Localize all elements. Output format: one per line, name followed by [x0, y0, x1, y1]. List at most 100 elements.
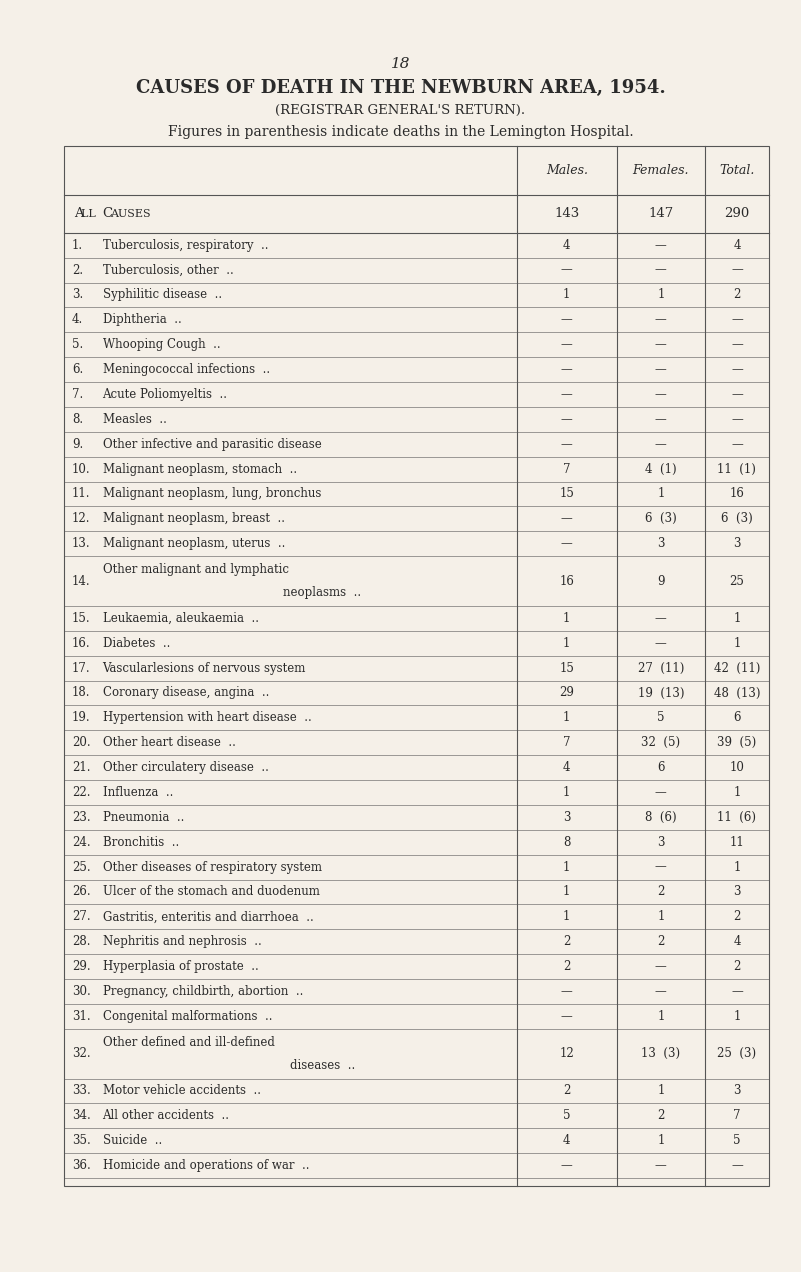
Text: Other malignant and lymphatic: Other malignant and lymphatic: [103, 563, 288, 576]
Text: Measles  ..: Measles ..: [103, 413, 167, 426]
Text: Congenital malformations  ..: Congenital malformations ..: [103, 1010, 272, 1023]
Text: 6: 6: [657, 761, 665, 775]
Text: Malignant neoplasm, breast  ..: Malignant neoplasm, breast ..: [103, 513, 284, 525]
Text: —: —: [731, 263, 743, 276]
Text: 7: 7: [563, 463, 570, 476]
Text: Males.: Males.: [545, 164, 588, 177]
Text: Leukaemia, aleukaemia  ..: Leukaemia, aleukaemia ..: [103, 612, 259, 625]
Text: 13  (3): 13 (3): [642, 1047, 680, 1060]
Text: 34.: 34.: [72, 1109, 91, 1122]
Text: 5: 5: [563, 1109, 570, 1122]
Text: 10: 10: [730, 761, 744, 775]
Text: 1: 1: [733, 861, 741, 874]
Text: Other heart disease  ..: Other heart disease ..: [103, 736, 235, 749]
Text: 39  (5): 39 (5): [717, 736, 757, 749]
Text: Acute Poliomyeltis  ..: Acute Poliomyeltis ..: [103, 388, 227, 401]
Text: Other defined and ill-defined: Other defined and ill-defined: [103, 1035, 275, 1048]
Text: Malignant neoplasm, uterus  ..: Malignant neoplasm, uterus ..: [103, 537, 285, 551]
Text: 2: 2: [733, 289, 741, 301]
Text: Hyperplasia of prostate  ..: Hyperplasia of prostate ..: [103, 960, 258, 973]
Text: Bronchitis  ..: Bronchitis ..: [103, 836, 179, 848]
Text: 3: 3: [657, 537, 665, 551]
Text: 17.: 17.: [72, 661, 91, 674]
Text: 16: 16: [559, 575, 574, 588]
Text: 4: 4: [733, 239, 741, 252]
Text: Diabetes  ..: Diabetes ..: [103, 637, 170, 650]
Text: 27  (11): 27 (11): [638, 661, 684, 674]
Text: 2.: 2.: [72, 263, 83, 276]
Text: 5.: 5.: [72, 338, 83, 351]
Text: 6: 6: [733, 711, 741, 724]
Text: 3: 3: [733, 885, 741, 898]
Text: 1: 1: [657, 1135, 665, 1147]
Text: A: A: [74, 207, 83, 220]
Text: 48  (13): 48 (13): [714, 687, 760, 700]
Text: 15: 15: [559, 487, 574, 500]
Text: 18.: 18.: [72, 687, 91, 700]
Text: 20.: 20.: [72, 736, 91, 749]
Text: 3: 3: [733, 537, 741, 551]
Text: 12.: 12.: [72, 513, 91, 525]
Text: 1: 1: [563, 711, 570, 724]
Text: 28.: 28.: [72, 935, 91, 948]
Text: CAUSES OF DEATH IN THE NEWBURN AREA, 1954.: CAUSES OF DEATH IN THE NEWBURN AREA, 195…: [135, 79, 666, 97]
Text: —: —: [561, 338, 573, 351]
Text: —: —: [561, 413, 573, 426]
Text: 2: 2: [657, 1109, 665, 1122]
Text: —: —: [655, 960, 666, 973]
Text: —: —: [561, 513, 573, 525]
Text: 1: 1: [563, 911, 570, 923]
Text: 1: 1: [563, 885, 570, 898]
Text: Tuberculosis, respiratory  ..: Tuberculosis, respiratory ..: [103, 239, 268, 252]
Text: —: —: [561, 537, 573, 551]
Text: 25  (3): 25 (3): [718, 1047, 756, 1060]
Text: —: —: [655, 861, 666, 874]
Text: 7: 7: [563, 736, 570, 749]
Text: —: —: [655, 1159, 666, 1172]
Text: —: —: [561, 438, 573, 450]
Text: Total.: Total.: [719, 164, 755, 177]
Text: 147: 147: [648, 207, 674, 220]
Text: 6  (3): 6 (3): [645, 513, 677, 525]
Text: —: —: [561, 263, 573, 276]
Text: 2: 2: [657, 885, 665, 898]
Text: 1: 1: [657, 1085, 665, 1098]
Text: Figures in parenthesis indicate deaths in the Lemington Hospital.: Figures in parenthesis indicate deaths i…: [167, 125, 634, 139]
Text: 11: 11: [730, 836, 744, 848]
Text: 24.: 24.: [72, 836, 91, 848]
Text: 2: 2: [563, 960, 570, 973]
Text: (REGISTRAR GENERAL'S RETURN).: (REGISTRAR GENERAL'S RETURN).: [276, 104, 525, 117]
Text: Malignant neoplasm, lung, bronchus: Malignant neoplasm, lung, bronchus: [103, 487, 321, 500]
Text: neoplasms  ..: neoplasms ..: [284, 586, 361, 599]
Text: 1: 1: [563, 637, 570, 650]
Text: 2: 2: [733, 960, 741, 973]
Text: 27.: 27.: [72, 911, 91, 923]
Text: —: —: [655, 413, 666, 426]
Text: 143: 143: [554, 207, 579, 220]
Text: —: —: [561, 1010, 573, 1023]
Text: 7: 7: [733, 1109, 741, 1122]
Text: 1: 1: [733, 1010, 741, 1023]
Text: 32.: 32.: [72, 1047, 91, 1060]
Text: —: —: [655, 313, 666, 327]
Text: 3: 3: [657, 836, 665, 848]
Text: Whooping Cough  ..: Whooping Cough ..: [103, 338, 220, 351]
Text: 290: 290: [724, 207, 750, 220]
Text: 21.: 21.: [72, 761, 91, 775]
Text: 13.: 13.: [72, 537, 91, 551]
Text: —: —: [731, 985, 743, 999]
Text: 14.: 14.: [72, 575, 91, 588]
Text: All other accidents  ..: All other accidents ..: [103, 1109, 230, 1122]
Text: 26.: 26.: [72, 885, 91, 898]
Text: 29.: 29.: [72, 960, 91, 973]
Text: 1: 1: [657, 289, 665, 301]
Text: —: —: [731, 413, 743, 426]
Text: Ulcer of the stomach and duodenum: Ulcer of the stomach and duodenum: [103, 885, 320, 898]
Text: 6  (3): 6 (3): [721, 513, 753, 525]
Text: —: —: [561, 1159, 573, 1172]
Text: 32  (5): 32 (5): [642, 736, 680, 749]
Text: LL: LL: [81, 209, 99, 219]
Text: 15: 15: [559, 661, 574, 674]
Text: 9: 9: [657, 575, 665, 588]
Text: 25.: 25.: [72, 861, 91, 874]
